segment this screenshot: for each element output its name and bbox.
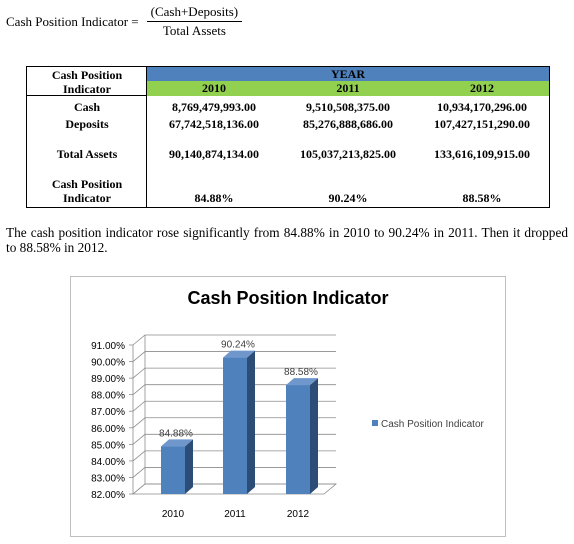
table-row-divider: [27, 95, 147, 96]
y-tick-label: 86.00%: [91, 424, 125, 435]
formula: Cash Position Indicator = (Cash+Deposits…: [6, 4, 243, 39]
year-2011: 2011: [336, 81, 360, 95]
legend-swatch: [372, 420, 378, 426]
x-tick-label-2010: 2010: [162, 509, 185, 520]
cell-cpi-2010: 84.88%: [194, 191, 234, 205]
data-label-2010: 84.88%: [159, 428, 193, 439]
summary-paragraph: The cash position indicator rose signifi…: [6, 225, 568, 255]
chart-title: Cash Position Indicator: [187, 288, 389, 308]
y-tick-label: 88.00%: [91, 391, 125, 402]
table-divider: [146, 67, 147, 207]
bar-2010: [161, 446, 185, 494]
row-label-cpi-1: Cash Position: [51, 177, 123, 191]
bar-chart: 82.00% 83.00% 84.00% 85.00% 86.00% 87.00% 88.0…: [91, 334, 485, 520]
cell-total-2011: 105,037,213,825.00: [300, 147, 396, 161]
formula-lhs: Cash Position Indicator =: [6, 13, 139, 29]
y-tick-label: 83.00%: [91, 473, 125, 484]
chart-container: Cash Position Indicator 82.00% 83.00% 84.0…: [70, 276, 506, 537]
cell-deposits-2012: 107,427,151,290.00: [434, 117, 530, 131]
row-label-deposits: Deposits: [65, 117, 109, 131]
cell-cash-2011: 9,510,508,375.00: [306, 100, 390, 114]
year-2012: 2012: [470, 81, 494, 95]
bar-top-2010: [161, 439, 193, 447]
cell-cash-2010: 8,769,479,993.00: [172, 100, 256, 114]
y-tick-label: 89.00%: [91, 374, 125, 385]
cell-cash-2012: 10,934,170,296.00: [437, 100, 527, 114]
year-row: 2010 2011 2012: [147, 81, 549, 96]
row-label-cpi-2: Indicator: [63, 191, 111, 205]
cell-cpi-2012: 88.58%: [462, 191, 502, 205]
bar-top-2012: [286, 378, 318, 386]
corner-label-2: Indicator: [63, 82, 111, 96]
formula-fraction: (Cash+Deposits) Total Assets: [146, 4, 243, 39]
year-2010: 2010: [202, 81, 226, 95]
cell-deposits-2010: 67,742,518,136.00: [169, 117, 259, 131]
cell-total-2010: 90,140,874,134.00: [169, 147, 259, 161]
bar-2012: [286, 385, 310, 494]
data-table: YEAR 2010 2011 2012 Cash Position Indica…: [26, 66, 550, 208]
y-tick-label: 87.00%: [91, 407, 125, 418]
cell-deposits-2011: 85,276,888,686.00: [303, 117, 393, 131]
y-tick-label: 84.00%: [91, 457, 125, 468]
cell-total-2012: 133,616,109,915.00: [434, 147, 530, 161]
y-tick-label: 91.00%: [91, 341, 125, 352]
x-tick-label-2012: 2012: [287, 509, 310, 520]
bar-side-2012: [310, 378, 318, 494]
legend-label: Cash Position Indicator: [381, 419, 485, 430]
y-tick-label: 85.00%: [91, 440, 125, 451]
row-label-cash: Cash: [73, 100, 100, 114]
data-label-2011: 90.24%: [221, 340, 255, 351]
row-label-total-assets: Total Assets: [56, 147, 118, 161]
y-tick-label: 90.00%: [91, 358, 125, 369]
bar-2011: [223, 357, 247, 494]
year-header: YEAR: [147, 67, 549, 81]
data-label-2012: 88.58%: [284, 367, 318, 378]
cell-cpi-2011: 90.24%: [328, 191, 368, 205]
bar-side-2011: [247, 350, 255, 494]
formula-numerator: (Cash+Deposits): [146, 4, 243, 22]
bar-side-2010: [185, 439, 193, 494]
corner-label-1: Cash Position: [51, 68, 123, 82]
formula-denominator: Total Assets: [162, 23, 226, 38]
bar-top-2011: [223, 350, 255, 358]
y-tick-label: 82.00%: [91, 490, 125, 501]
x-tick-label-2011: 2011: [224, 509, 246, 520]
floor: [131, 483, 338, 495]
